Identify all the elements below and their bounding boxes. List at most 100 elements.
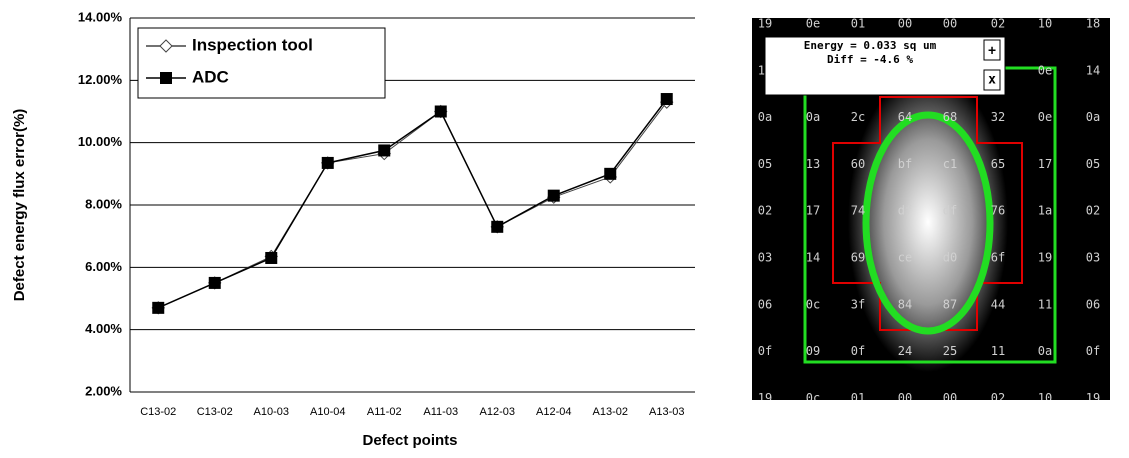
y-tick-label: 14.00% bbox=[78, 9, 123, 24]
cell-value: 01 bbox=[851, 391, 865, 405]
cell-value: 64 bbox=[898, 110, 912, 124]
cell-value: 65 bbox=[991, 157, 1005, 171]
data-point bbox=[152, 302, 164, 314]
cell-value: 60 bbox=[851, 157, 865, 171]
cell-value: 10 bbox=[1038, 17, 1052, 31]
cell-value: 03 bbox=[758, 251, 772, 265]
cell-value: 00 bbox=[943, 391, 957, 405]
x-tick-label: A10-03 bbox=[254, 406, 289, 418]
cell-value: 0c bbox=[806, 391, 820, 405]
cell-value: 0e bbox=[1038, 63, 1052, 77]
cell-value: ce bbox=[898, 251, 912, 265]
y-tick-label: 10.00% bbox=[78, 134, 123, 149]
x-tick-label: C13-02 bbox=[197, 406, 233, 418]
x-tick-label: A11-02 bbox=[367, 406, 402, 418]
x-tick-label: A11-03 bbox=[423, 406, 458, 418]
cell-value: 0f bbox=[1086, 344, 1100, 358]
x-tick-label: C13-02 bbox=[140, 406, 176, 418]
cell-value: 0a bbox=[758, 110, 772, 124]
cell-value: 06 bbox=[758, 297, 772, 311]
cell-value: 11 bbox=[991, 344, 1005, 358]
cell-value: 02 bbox=[758, 204, 772, 218]
data-point bbox=[322, 157, 334, 169]
data-point bbox=[378, 144, 390, 156]
y-tick-label: 4.00% bbox=[85, 321, 122, 336]
cell-value: 0a bbox=[1086, 110, 1100, 124]
cell-value: 0e bbox=[1038, 110, 1052, 124]
zoom-button-label[interactable]: + bbox=[988, 44, 996, 59]
legend-marker bbox=[160, 72, 172, 84]
x-tick-label: A12-03 bbox=[480, 406, 515, 418]
y-tick-label: 2.00% bbox=[85, 383, 122, 398]
cell-value: 01 bbox=[851, 17, 865, 31]
cell-value: 00 bbox=[898, 17, 912, 31]
x-axis-title: Defect points bbox=[362, 432, 457, 449]
cell-value: 0c bbox=[806, 297, 820, 311]
popup-diff: Diff = -4.6 % bbox=[827, 53, 913, 66]
cell-value: 2c bbox=[851, 110, 865, 124]
data-point bbox=[604, 168, 616, 180]
cell-value: 00 bbox=[898, 391, 912, 405]
y-tick-label: 12.00% bbox=[78, 72, 123, 87]
cell-value: 05 bbox=[1086, 157, 1100, 171]
page: Defect energy flux error(%) Defect point… bbox=[0, 0, 1129, 458]
cell-value: 0f bbox=[851, 344, 865, 358]
x-tick-label: A10-04 bbox=[310, 406, 345, 418]
defect-panel: 19 0e 01 00 00 02 10 18 14 0e 14 0a 0a 2c 64 68 32 0e 0a 05… bbox=[752, 17, 1110, 405]
data-point bbox=[661, 93, 673, 105]
cell-value: 68 bbox=[943, 110, 957, 124]
data-point bbox=[209, 277, 221, 289]
cell-value: 19 bbox=[1086, 391, 1100, 405]
cell-value: df bbox=[943, 204, 957, 218]
line-chart: Defect energy flux error(%) Defect point… bbox=[11, 9, 695, 449]
y-tick-label: 8.00% bbox=[85, 196, 122, 211]
data-point bbox=[548, 190, 560, 202]
cell-value: 19 bbox=[758, 17, 772, 31]
cell-value: 87 bbox=[943, 297, 957, 311]
cell-value: 32 bbox=[991, 110, 1005, 124]
cell-value: 14 bbox=[806, 251, 820, 265]
legend-label: ADC bbox=[192, 67, 229, 86]
series-line bbox=[158, 99, 667, 308]
cell-value: 76 bbox=[991, 204, 1005, 218]
cell-value: 0f bbox=[758, 344, 772, 358]
cell-value: df bbox=[898, 204, 912, 218]
data-point bbox=[265, 252, 277, 264]
cell-value: 25 bbox=[943, 344, 957, 358]
cell-value: bf bbox=[898, 157, 912, 171]
cell-value: 18 bbox=[1086, 17, 1100, 31]
y-axis-title: Defect energy flux error(%) bbox=[11, 109, 28, 302]
x-tick-label: A13-03 bbox=[649, 406, 684, 418]
close-button-label[interactable]: x bbox=[988, 73, 996, 88]
cell-value: 11 bbox=[1038, 297, 1052, 311]
cell-value: 1a bbox=[1038, 204, 1052, 218]
cell-value: 74 bbox=[851, 204, 865, 218]
cell-value: 14 bbox=[1086, 63, 1100, 77]
y-tick-label: 6.00% bbox=[85, 259, 122, 274]
cell-value: 02 bbox=[1086, 204, 1100, 218]
cell-value: c1 bbox=[943, 157, 957, 171]
cell-value: 10 bbox=[1038, 391, 1052, 405]
legend-label: Inspection tool bbox=[192, 35, 313, 54]
cell-value: 09 bbox=[806, 344, 820, 358]
cell-value: d0 bbox=[943, 251, 957, 265]
cell-value: 17 bbox=[806, 204, 820, 218]
cell-value: 05 bbox=[758, 157, 772, 171]
cell-value: 0a bbox=[806, 110, 820, 124]
cell-value: 06 bbox=[1086, 297, 1100, 311]
data-point bbox=[491, 221, 503, 233]
cell-value: 6f bbox=[991, 251, 1005, 265]
cell-value: 0a bbox=[1038, 344, 1052, 358]
cell-value: 84 bbox=[898, 297, 912, 311]
cell-value: 0e bbox=[806, 17, 820, 31]
cell-value: 00 bbox=[943, 17, 957, 31]
cell-value: 13 bbox=[806, 157, 820, 171]
cell-value: 03 bbox=[1086, 251, 1100, 265]
cell-value: 02 bbox=[991, 17, 1005, 31]
cell-value: 02 bbox=[991, 391, 1005, 405]
data-point bbox=[435, 106, 447, 118]
popup-energy: Energy = 0.033 sq um bbox=[804, 39, 937, 52]
cell-value: 44 bbox=[991, 297, 1005, 311]
cell-value: 19 bbox=[1038, 251, 1052, 265]
cell-value: 24 bbox=[898, 344, 912, 358]
